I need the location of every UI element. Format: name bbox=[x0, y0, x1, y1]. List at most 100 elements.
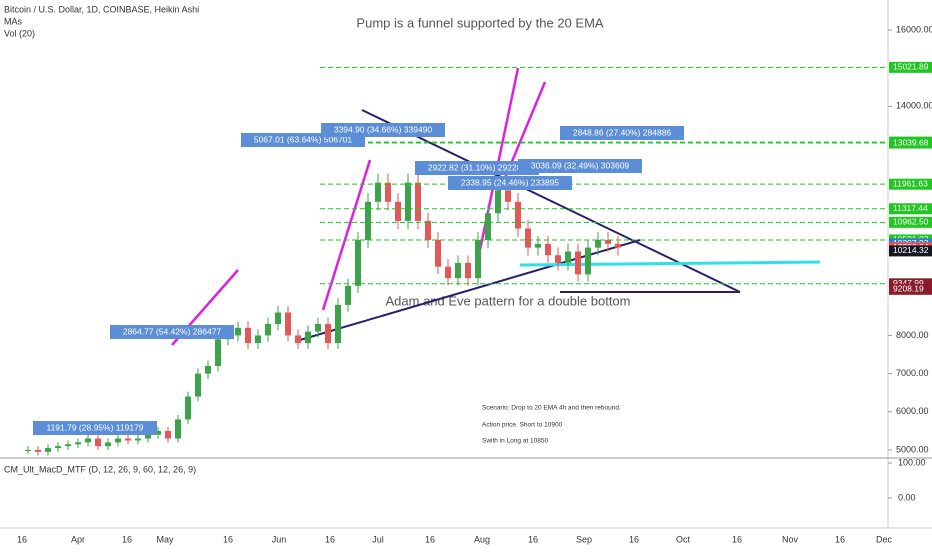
candle bbox=[395, 201, 401, 221]
price-label-box bbox=[889, 203, 932, 215]
time-label: 16 bbox=[835, 534, 845, 544]
price-label: 13039.68 bbox=[893, 137, 929, 147]
candle bbox=[55, 446, 61, 449]
time-label: Apr bbox=[71, 534, 85, 544]
candle bbox=[35, 449, 41, 452]
scenario: Scenario: Drop to 20 EMA 4h and then reb… bbox=[482, 405, 621, 412]
price-label: 10214.32 bbox=[893, 245, 929, 255]
vol: Vol (20) bbox=[4, 28, 35, 38]
candle bbox=[555, 255, 561, 263]
candle bbox=[65, 444, 71, 447]
indicator-tick-label: 0.00 bbox=[898, 492, 916, 502]
time-label: Jul bbox=[372, 534, 384, 544]
price-label: 11317.44 bbox=[893, 203, 928, 213]
price-label-box bbox=[889, 137, 932, 149]
price-label-box bbox=[889, 216, 932, 228]
candle bbox=[245, 327, 251, 344]
measure-label: 3394.90 (34.66%) 339490 bbox=[334, 124, 433, 134]
candle bbox=[95, 438, 101, 447]
price-tick-label: 5000.00 bbox=[896, 444, 929, 454]
candle bbox=[305, 331, 311, 344]
candle bbox=[265, 323, 271, 336]
candle bbox=[445, 266, 451, 279]
measure-label: 1191.79 (28.95%) 119179 bbox=[46, 422, 143, 432]
candle bbox=[605, 239, 611, 244]
scenario: Swith in Long at 10850 bbox=[482, 438, 549, 445]
time-label: 16 bbox=[528, 534, 538, 544]
time-label: Jun bbox=[272, 534, 287, 544]
time-label: Sep bbox=[576, 534, 592, 544]
candle bbox=[235, 327, 241, 336]
candle bbox=[175, 419, 181, 439]
measure-label: 2338.95 (24.46%) 233895 bbox=[461, 177, 560, 187]
time-label: 16 bbox=[122, 534, 132, 544]
candle bbox=[565, 251, 571, 263]
measure-box bbox=[560, 126, 684, 140]
time-label: 16 bbox=[629, 534, 639, 544]
candle bbox=[525, 228, 531, 248]
candle bbox=[535, 243, 541, 248]
candle bbox=[215, 339, 221, 366]
price-label: 10962.50 bbox=[893, 217, 929, 227]
candle bbox=[455, 262, 461, 279]
price-tick-label: 16000.00 bbox=[896, 24, 932, 34]
measure-label: 2864.77 (54.42%) 286477 bbox=[123, 326, 222, 336]
time-label: 16 bbox=[325, 534, 335, 544]
candle bbox=[585, 247, 591, 275]
price-tick-label: 6000.00 bbox=[896, 406, 929, 416]
candle bbox=[385, 182, 391, 202]
indicator-name: CM_Ult_MacD_MTF (D, 12, 26, 9, 60, 12, 2… bbox=[4, 464, 196, 474]
candle bbox=[85, 438, 91, 443]
measure-box bbox=[110, 325, 234, 339]
candle bbox=[505, 190, 511, 202]
candle bbox=[415, 182, 421, 221]
measure-box bbox=[415, 161, 539, 175]
time-label: 16 bbox=[223, 534, 233, 544]
time-label: 16 bbox=[17, 534, 27, 544]
candle bbox=[255, 335, 261, 344]
candle bbox=[155, 430, 161, 435]
candle bbox=[335, 304, 341, 344]
time-label: 16 bbox=[425, 534, 435, 544]
price-label-box bbox=[889, 245, 932, 257]
candle bbox=[465, 262, 471, 279]
price-label: 11961.63 bbox=[893, 178, 928, 188]
candle bbox=[495, 190, 501, 214]
time-label: Aug bbox=[474, 534, 490, 544]
candle bbox=[145, 434, 151, 439]
candle bbox=[275, 312, 281, 324]
candle bbox=[105, 442, 111, 447]
time-label: 16 bbox=[732, 534, 742, 544]
candle bbox=[515, 201, 521, 229]
measure-box bbox=[518, 159, 642, 173]
candle bbox=[345, 285, 351, 305]
measure-box bbox=[33, 421, 157, 435]
candle bbox=[405, 182, 411, 221]
scenario: Action price. Short to 10900 bbox=[482, 422, 563, 429]
symbol: Bitcoin / U.S. Dollar, 1D, COINBASE, Hei… bbox=[4, 4, 199, 14]
candle bbox=[595, 239, 601, 248]
mas: MAs bbox=[4, 16, 23, 26]
candle bbox=[575, 251, 581, 275]
title-note: Pump is a funnel supported by the 20 EMA bbox=[356, 15, 603, 30]
candle bbox=[195, 373, 201, 397]
candle bbox=[325, 323, 331, 344]
measure-label: 2922.82 (31.10%) 292282 bbox=[428, 162, 527, 172]
candle bbox=[475, 239, 481, 279]
pattern-note: Adam and Eve pattern for a double bottom bbox=[386, 293, 631, 308]
candle bbox=[315, 323, 321, 332]
candle bbox=[25, 449, 31, 451]
measure-label: 2848.86 (27.40%) 284886 bbox=[573, 127, 672, 137]
indicator-tick-label: 100.00 bbox=[898, 457, 926, 467]
candle bbox=[75, 442, 81, 445]
candle bbox=[135, 438, 141, 441]
price-label: 9208.19 bbox=[893, 284, 924, 294]
time-label: May bbox=[156, 534, 174, 544]
candle bbox=[295, 335, 301, 344]
price-label-box bbox=[889, 61, 932, 73]
candle bbox=[375, 182, 381, 202]
candle bbox=[485, 213, 491, 240]
candle bbox=[125, 438, 131, 441]
candle bbox=[185, 396, 191, 420]
